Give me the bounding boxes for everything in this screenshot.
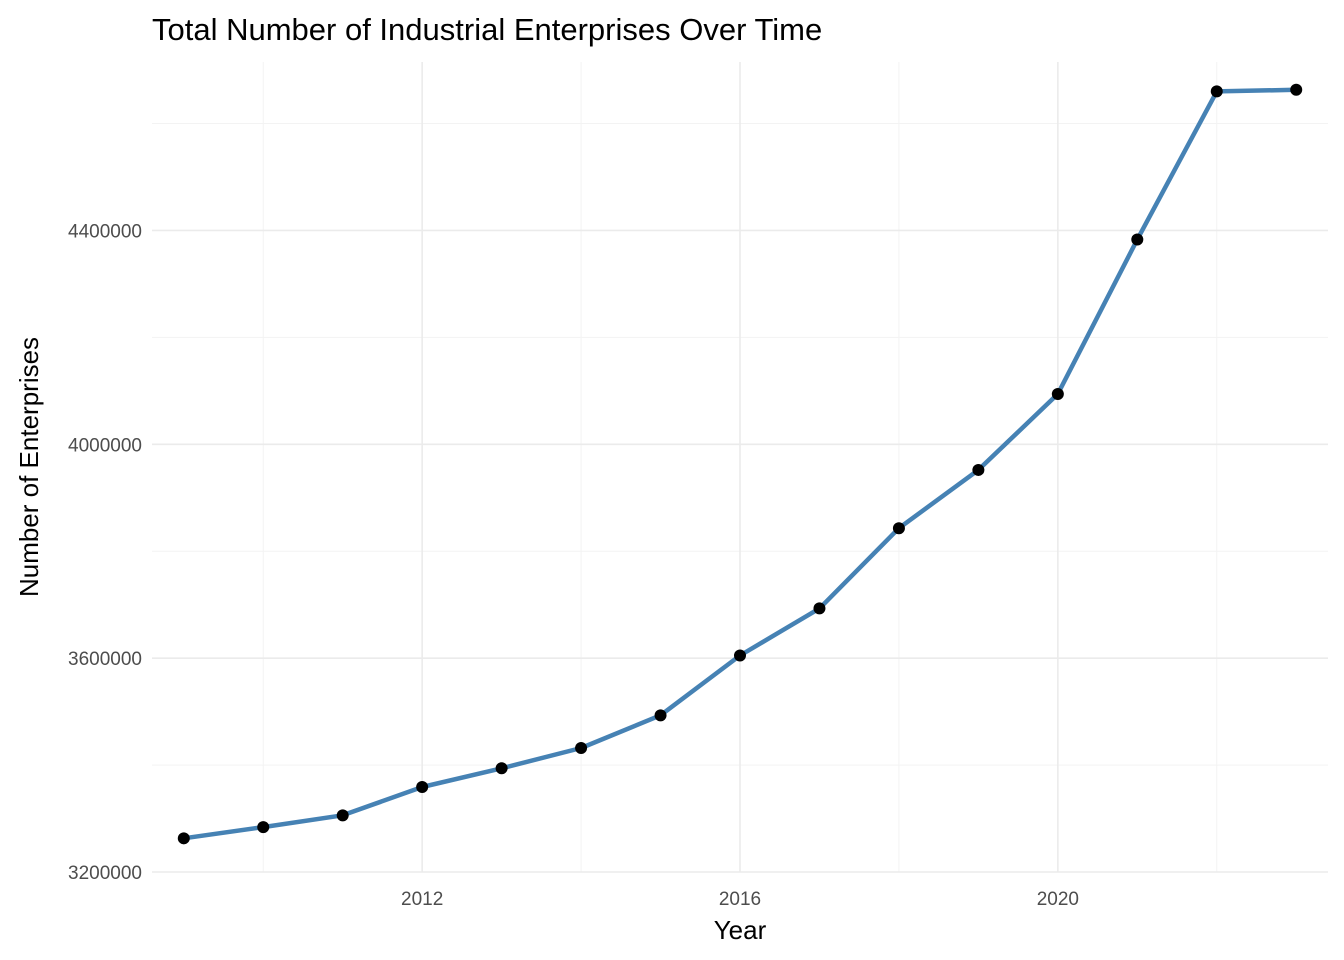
- series-layer: [177, 83, 1303, 845]
- y-tick-label: 4400000: [68, 221, 142, 242]
- data-point: [177, 832, 190, 845]
- data-point: [416, 780, 429, 793]
- data-point: [813, 602, 826, 615]
- data-point: [1210, 85, 1223, 98]
- y-axis-ticks: 3200000 3600000 4000000 4400000: [68, 221, 142, 884]
- x-tick-label: 2020: [1037, 889, 1079, 910]
- x-tick-label: 2012: [401, 889, 443, 910]
- x-axis-ticks: 2012 2016 2020: [401, 889, 1079, 910]
- data-point: [654, 709, 667, 722]
- data-point: [495, 762, 508, 775]
- data-point: [972, 463, 985, 476]
- data-point: [336, 809, 349, 822]
- y-tick-label: 4000000: [68, 435, 142, 456]
- x-tick-label: 2016: [719, 889, 761, 910]
- data-point: [892, 522, 905, 535]
- x-axis-title: Year: [714, 915, 767, 945]
- grid-lines: [152, 62, 1328, 873]
- data-point: [1290, 83, 1303, 96]
- data-point: [575, 741, 588, 754]
- chart-title: Total Number of Industrial Enterprises O…: [152, 12, 822, 47]
- y-axis-title: Number of Enterprises: [14, 337, 44, 597]
- y-tick-label: 3200000: [68, 863, 142, 884]
- data-point: [1051, 388, 1064, 401]
- data-point: [257, 821, 270, 834]
- data-point: [1131, 233, 1144, 246]
- data-point: [734, 649, 746, 662]
- y-tick-label: 3600000: [68, 649, 142, 670]
